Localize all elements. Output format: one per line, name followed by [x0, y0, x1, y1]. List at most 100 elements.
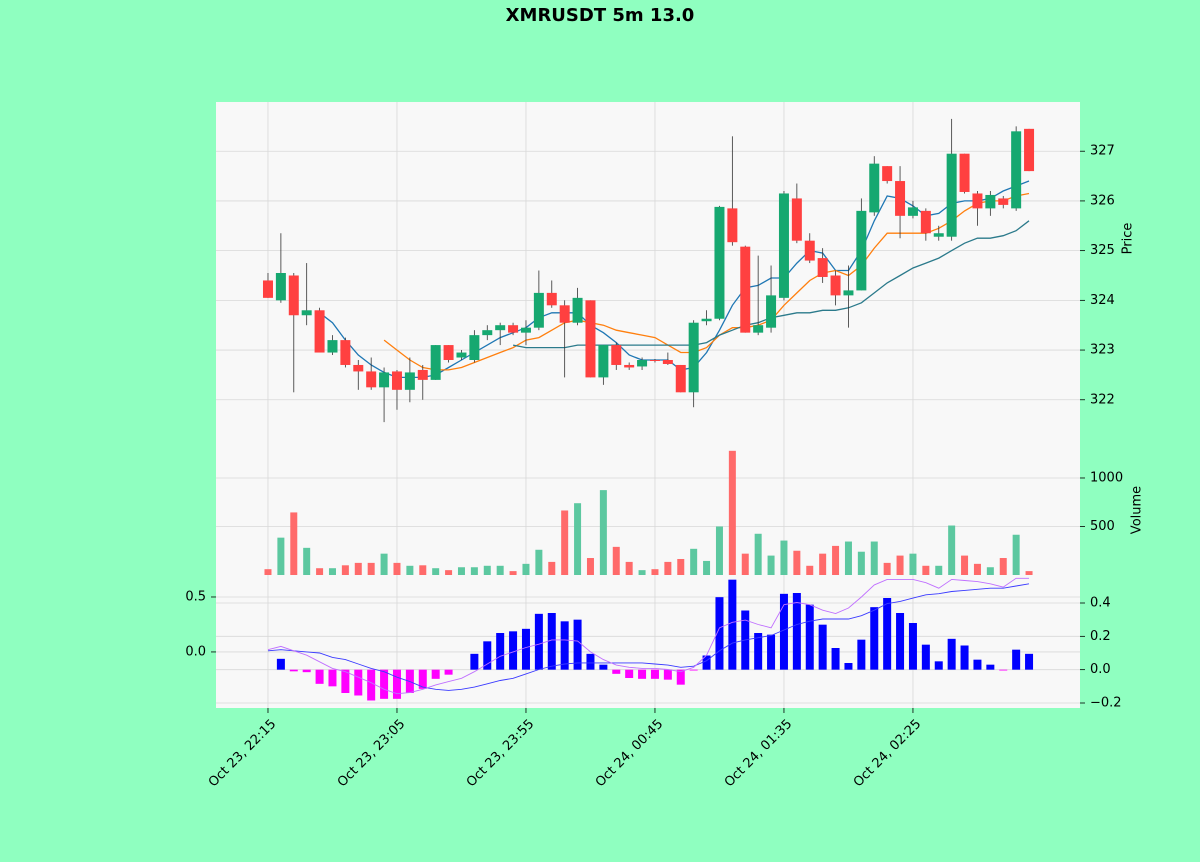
histogram-bar	[470, 653, 479, 670]
histogram-bar	[831, 648, 840, 670]
volume-bar	[999, 558, 1007, 575]
candle-body	[649, 359, 660, 361]
histogram-bar	[702, 655, 711, 670]
line	[267, 583, 1030, 691]
x-tick-label: Oct 24, 01:35	[722, 717, 795, 790]
volume-bar	[780, 540, 788, 575]
histogram-bar	[341, 669, 350, 693]
candle-body	[856, 210, 867, 291]
candle-body	[791, 198, 802, 241]
y-tick-label: 327	[1090, 144, 1115, 159]
histogram-bar	[870, 607, 879, 670]
histogram-bar	[521, 628, 530, 670]
candle-body	[998, 198, 1009, 205]
volume-bar	[264, 569, 272, 575]
histogram-bar	[663, 669, 672, 680]
volume-bar	[741, 553, 749, 575]
histogram-bar	[805, 604, 814, 670]
y-tick-label: 324	[1090, 293, 1115, 308]
volume-bar	[677, 558, 685, 575]
y-tick-label: 0.0	[185, 644, 206, 659]
candle-body	[598, 345, 609, 378]
plot-background	[216, 102, 1080, 708]
volume-bar	[277, 537, 285, 575]
histogram-bar	[818, 624, 827, 670]
histogram-bar	[573, 619, 582, 670]
histogram-bar	[392, 669, 401, 699]
volume-bar	[445, 570, 453, 575]
volume-bar	[470, 567, 478, 575]
volume-bar	[870, 541, 878, 575]
volume-bar	[909, 553, 917, 575]
histogram-bar	[496, 633, 505, 670]
volume-bar	[1012, 534, 1020, 575]
volume-bar	[393, 562, 401, 575]
volume-bar	[961, 555, 969, 575]
candle-body	[314, 310, 325, 353]
histogram-bar	[857, 639, 866, 670]
x-tick-label: Oct 23, 22:15	[206, 717, 279, 790]
volume-bar	[819, 553, 827, 575]
histogram-bar	[315, 669, 324, 684]
volume-bar	[432, 568, 440, 575]
candle-body	[288, 275, 299, 316]
candle-body	[520, 327, 531, 333]
histogram-bar	[418, 669, 427, 689]
candle-body	[1011, 131, 1022, 209]
histogram-bar	[612, 669, 621, 674]
volume-bar	[496, 565, 504, 575]
candle-body	[624, 364, 635, 368]
x-tick-label: Oct 23, 23:05	[335, 717, 408, 790]
candle-body	[456, 352, 467, 358]
histogram-bar	[960, 645, 969, 670]
histogram-bar	[625, 669, 634, 678]
candle-body	[933, 233, 944, 237]
volume-bar	[1025, 571, 1033, 575]
y-tick-label: 0.4	[1090, 596, 1111, 611]
candle-body	[830, 275, 841, 296]
volume-bar	[561, 510, 569, 575]
volume-bar	[303, 547, 311, 575]
histogram-bar	[844, 663, 853, 670]
histogram-bar	[367, 669, 376, 701]
candle-body	[701, 318, 712, 322]
histogram-bar	[650, 669, 659, 679]
volume-bar	[638, 570, 646, 575]
candle-body	[972, 193, 983, 209]
candle-body	[740, 246, 751, 333]
histogram-bar	[509, 631, 518, 670]
volume-bar	[935, 565, 943, 575]
histogram-bar	[883, 598, 892, 670]
volume-bar	[883, 562, 891, 575]
y-axis-label: Price	[1121, 223, 1136, 255]
volume-bar	[973, 563, 981, 575]
volume-bar	[483, 565, 491, 575]
candle-body	[495, 325, 506, 331]
volume-bar	[703, 560, 711, 575]
candle-body	[869, 163, 880, 213]
y-tick-label: 1000	[1090, 470, 1123, 485]
volume-bar	[419, 565, 427, 575]
candle-body	[391, 371, 402, 390]
candle-body	[353, 364, 364, 372]
candle-body	[946, 153, 957, 237]
histogram-bar	[779, 593, 788, 670]
volume-bar	[380, 553, 388, 575]
candle-body	[778, 193, 789, 298]
candle-body	[340, 340, 351, 365]
histogram-bar	[728, 579, 737, 670]
volume-bar	[625, 561, 633, 575]
volume-bar	[354, 562, 362, 575]
volume-bar	[922, 565, 930, 575]
candle-body	[675, 364, 686, 393]
volume-bar	[586, 558, 594, 575]
volume-bar	[651, 569, 659, 575]
candle-body	[533, 292, 544, 328]
volume-bar	[457, 567, 465, 575]
histogram-bar	[599, 664, 608, 670]
volume-bar	[844, 541, 852, 575]
y-tick-label: 323	[1090, 343, 1115, 358]
candle-body	[817, 258, 828, 277]
histogram-bar	[638, 669, 647, 679]
